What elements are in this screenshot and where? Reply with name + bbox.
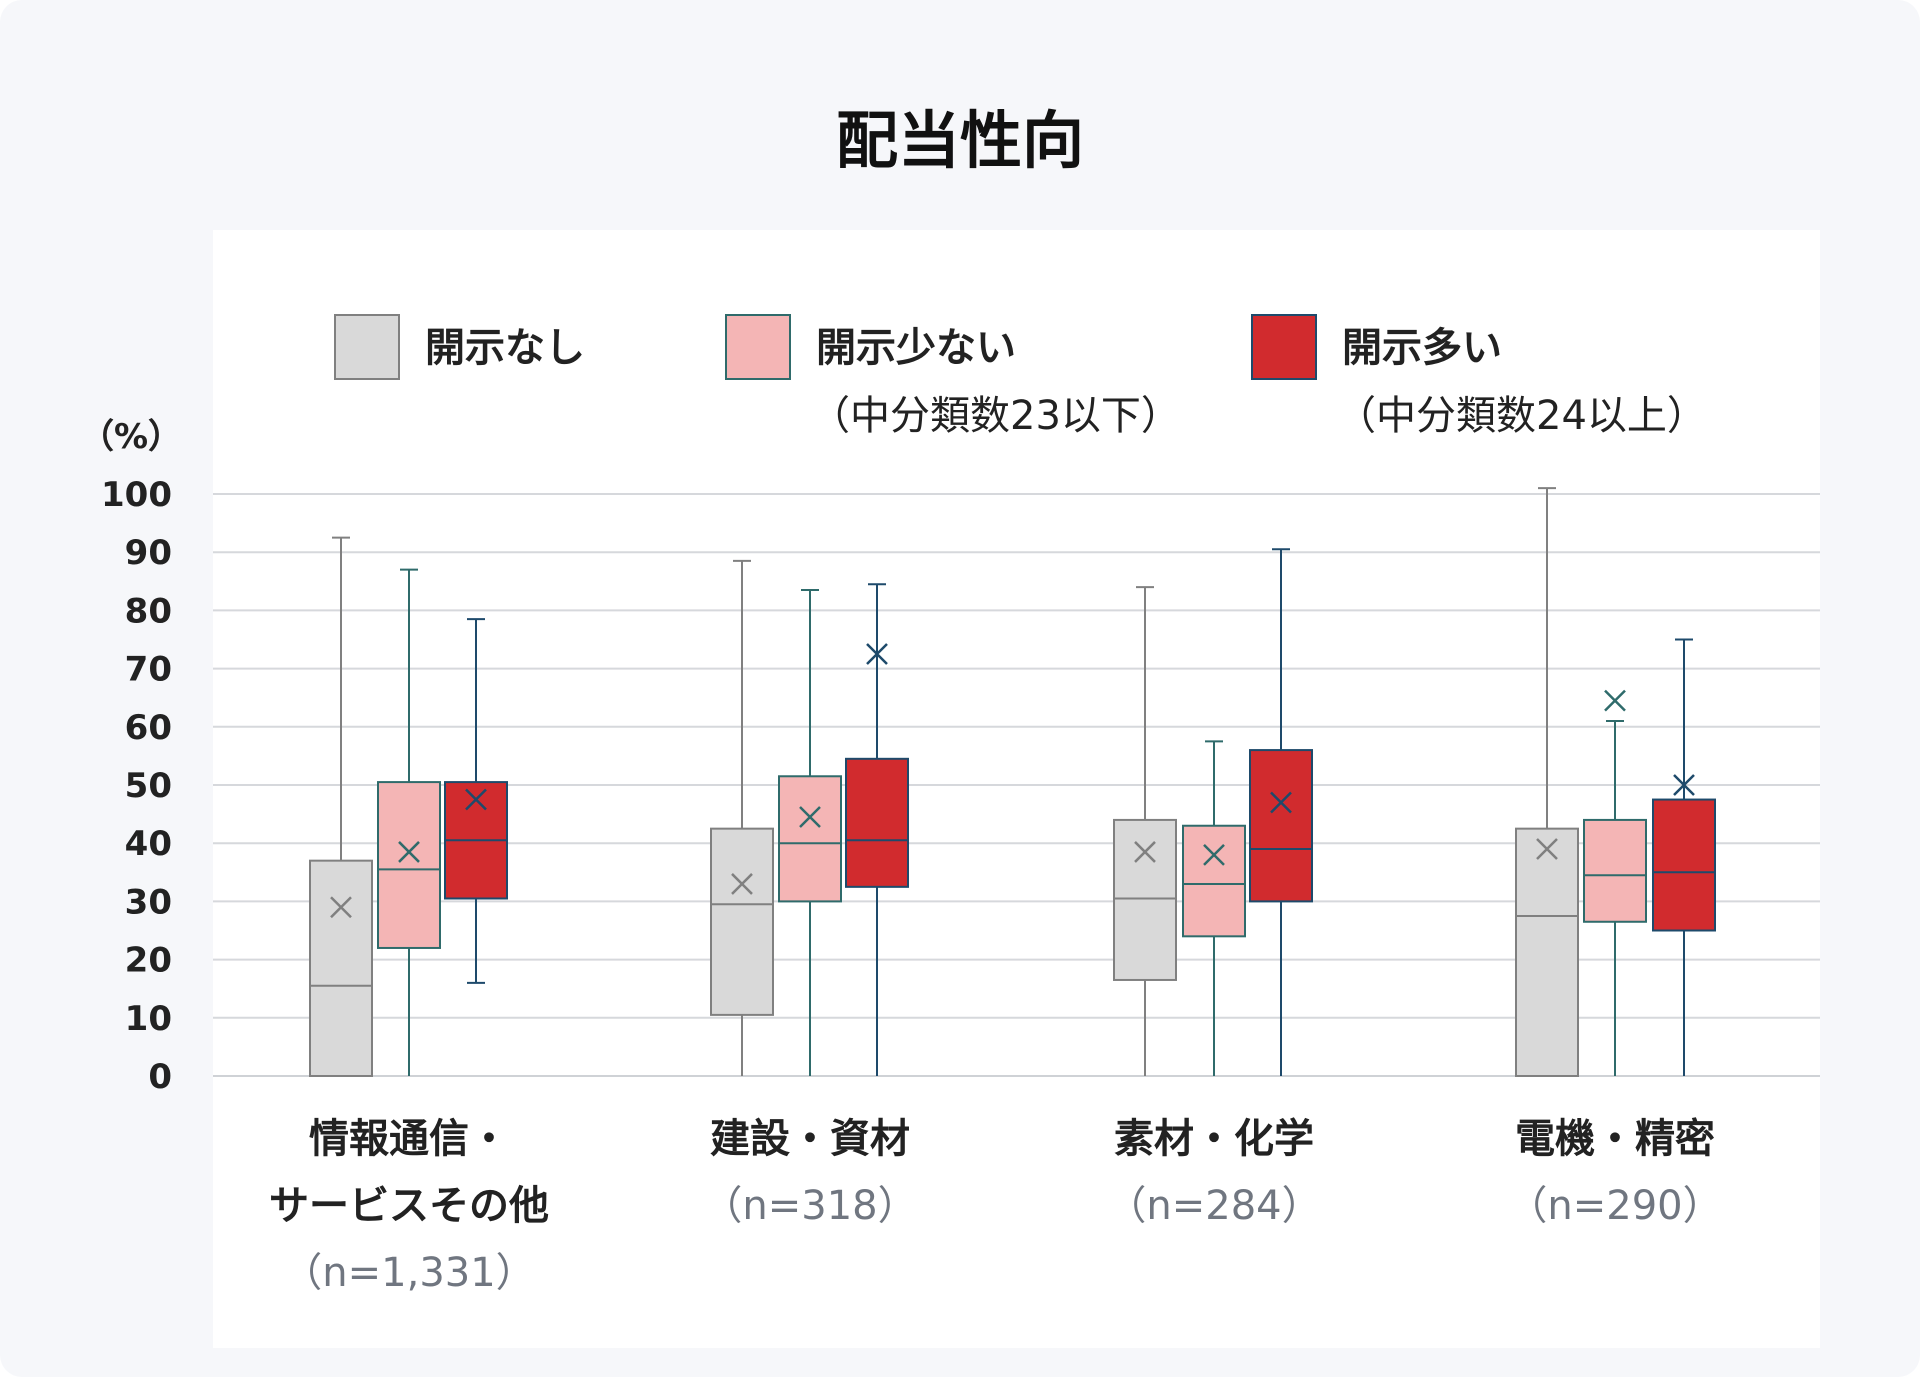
box-iqr (1515, 827, 1579, 1078)
box-iqr (1652, 798, 1716, 932)
category-n: （n=318） (702, 1183, 917, 1229)
legend: 開示なし 開示少ない （中分類数23以下） 開示多い （中分類数24以上） (334, 314, 1707, 439)
box-iqr (1182, 824, 1246, 938)
box-1-2 (1182, 740, 1246, 1076)
category-n: （n=1,331） (282, 1250, 535, 1296)
box-0-3 (1515, 487, 1579, 1078)
legend-label: 開示なし (425, 325, 585, 371)
grid-lines (213, 493, 1820, 1077)
mean-marker (1270, 791, 1292, 814)
box-iqr (1249, 749, 1313, 903)
category-label: サービスその他 (269, 1183, 549, 1229)
box-iqr (778, 775, 842, 903)
mean-marker (398, 841, 420, 863)
y-tick-label: 60 (125, 708, 172, 748)
y-axis-unit: （%） (80, 417, 182, 457)
category-label: 建設・資材 (710, 1116, 910, 1162)
box-2-2 (1249, 548, 1313, 1076)
box-2-1 (845, 583, 909, 1076)
category-n: （n=290） (1507, 1183, 1722, 1229)
box-0-2 (1113, 586, 1177, 1076)
y-tick-label: 50 (125, 766, 172, 806)
mean-marker (1134, 841, 1156, 863)
category-label: 電機・精密 (1515, 1116, 1715, 1162)
category-n: （n=284） (1106, 1183, 1321, 1229)
y-tick-label: 80 (125, 591, 172, 631)
x-axis-labels: 情報通信・サービスその他 （n=1,331） 建設・資材 （n=318） 素材・化学 （n… (269, 1116, 1723, 1296)
y-tick-label: 0 (148, 1057, 172, 1097)
legend-swatch (334, 314, 400, 380)
y-tick-label: 30 (125, 882, 172, 922)
box-iqr (1583, 818, 1647, 923)
category-label: 情報通信・ (309, 1116, 509, 1162)
y-tick-label: 70 (125, 650, 172, 690)
box-1-0 (377, 568, 441, 1076)
legend-swatch (1251, 314, 1317, 380)
legend-label: 開示多い (1342, 325, 1502, 371)
mean-marker (330, 896, 352, 919)
box-series (309, 487, 1716, 1078)
y-axis-ticks: 0 10 20 30 40 50 60 70 80 90 100 (101, 475, 172, 1097)
mean-marker (1203, 843, 1225, 866)
y-tick-label: 100 (101, 475, 172, 515)
box-iqr (377, 781, 441, 949)
legend-swatch (725, 314, 791, 380)
y-tick-label: 40 (125, 824, 172, 864)
y-tick-label: 10 (125, 999, 172, 1039)
mean-marker (1536, 838, 1558, 860)
box-0-0 (309, 536, 373, 1077)
box-2-0 (444, 618, 508, 984)
mean-marker (799, 806, 821, 828)
mean-marker (1604, 689, 1626, 712)
legend-sublabel: （中分類数23以下） (810, 393, 1181, 439)
legend-label: 開示少ない (816, 325, 1016, 371)
box-iqr (710, 827, 774, 1016)
legend-sublabel: （中分類数24以上） (1336, 393, 1707, 439)
box-0-1 (710, 559, 774, 1076)
mean-marker (1673, 774, 1695, 796)
mean-marker (731, 873, 753, 895)
y-tick-label: 90 (125, 533, 172, 573)
category-label: 素材・化学 (1114, 1116, 1314, 1162)
mean-marker (866, 643, 888, 665)
box-1-3 (1583, 689, 1647, 1076)
chart-title: 配当性向 (836, 104, 1084, 177)
box-iqr (1113, 818, 1177, 981)
mean-marker (465, 788, 487, 811)
box-iqr (845, 757, 909, 888)
box-1-1 (778, 589, 842, 1076)
box-2-3 (1652, 638, 1716, 1076)
y-tick-label: 20 (125, 941, 172, 981)
box-iqr (309, 859, 373, 1077)
